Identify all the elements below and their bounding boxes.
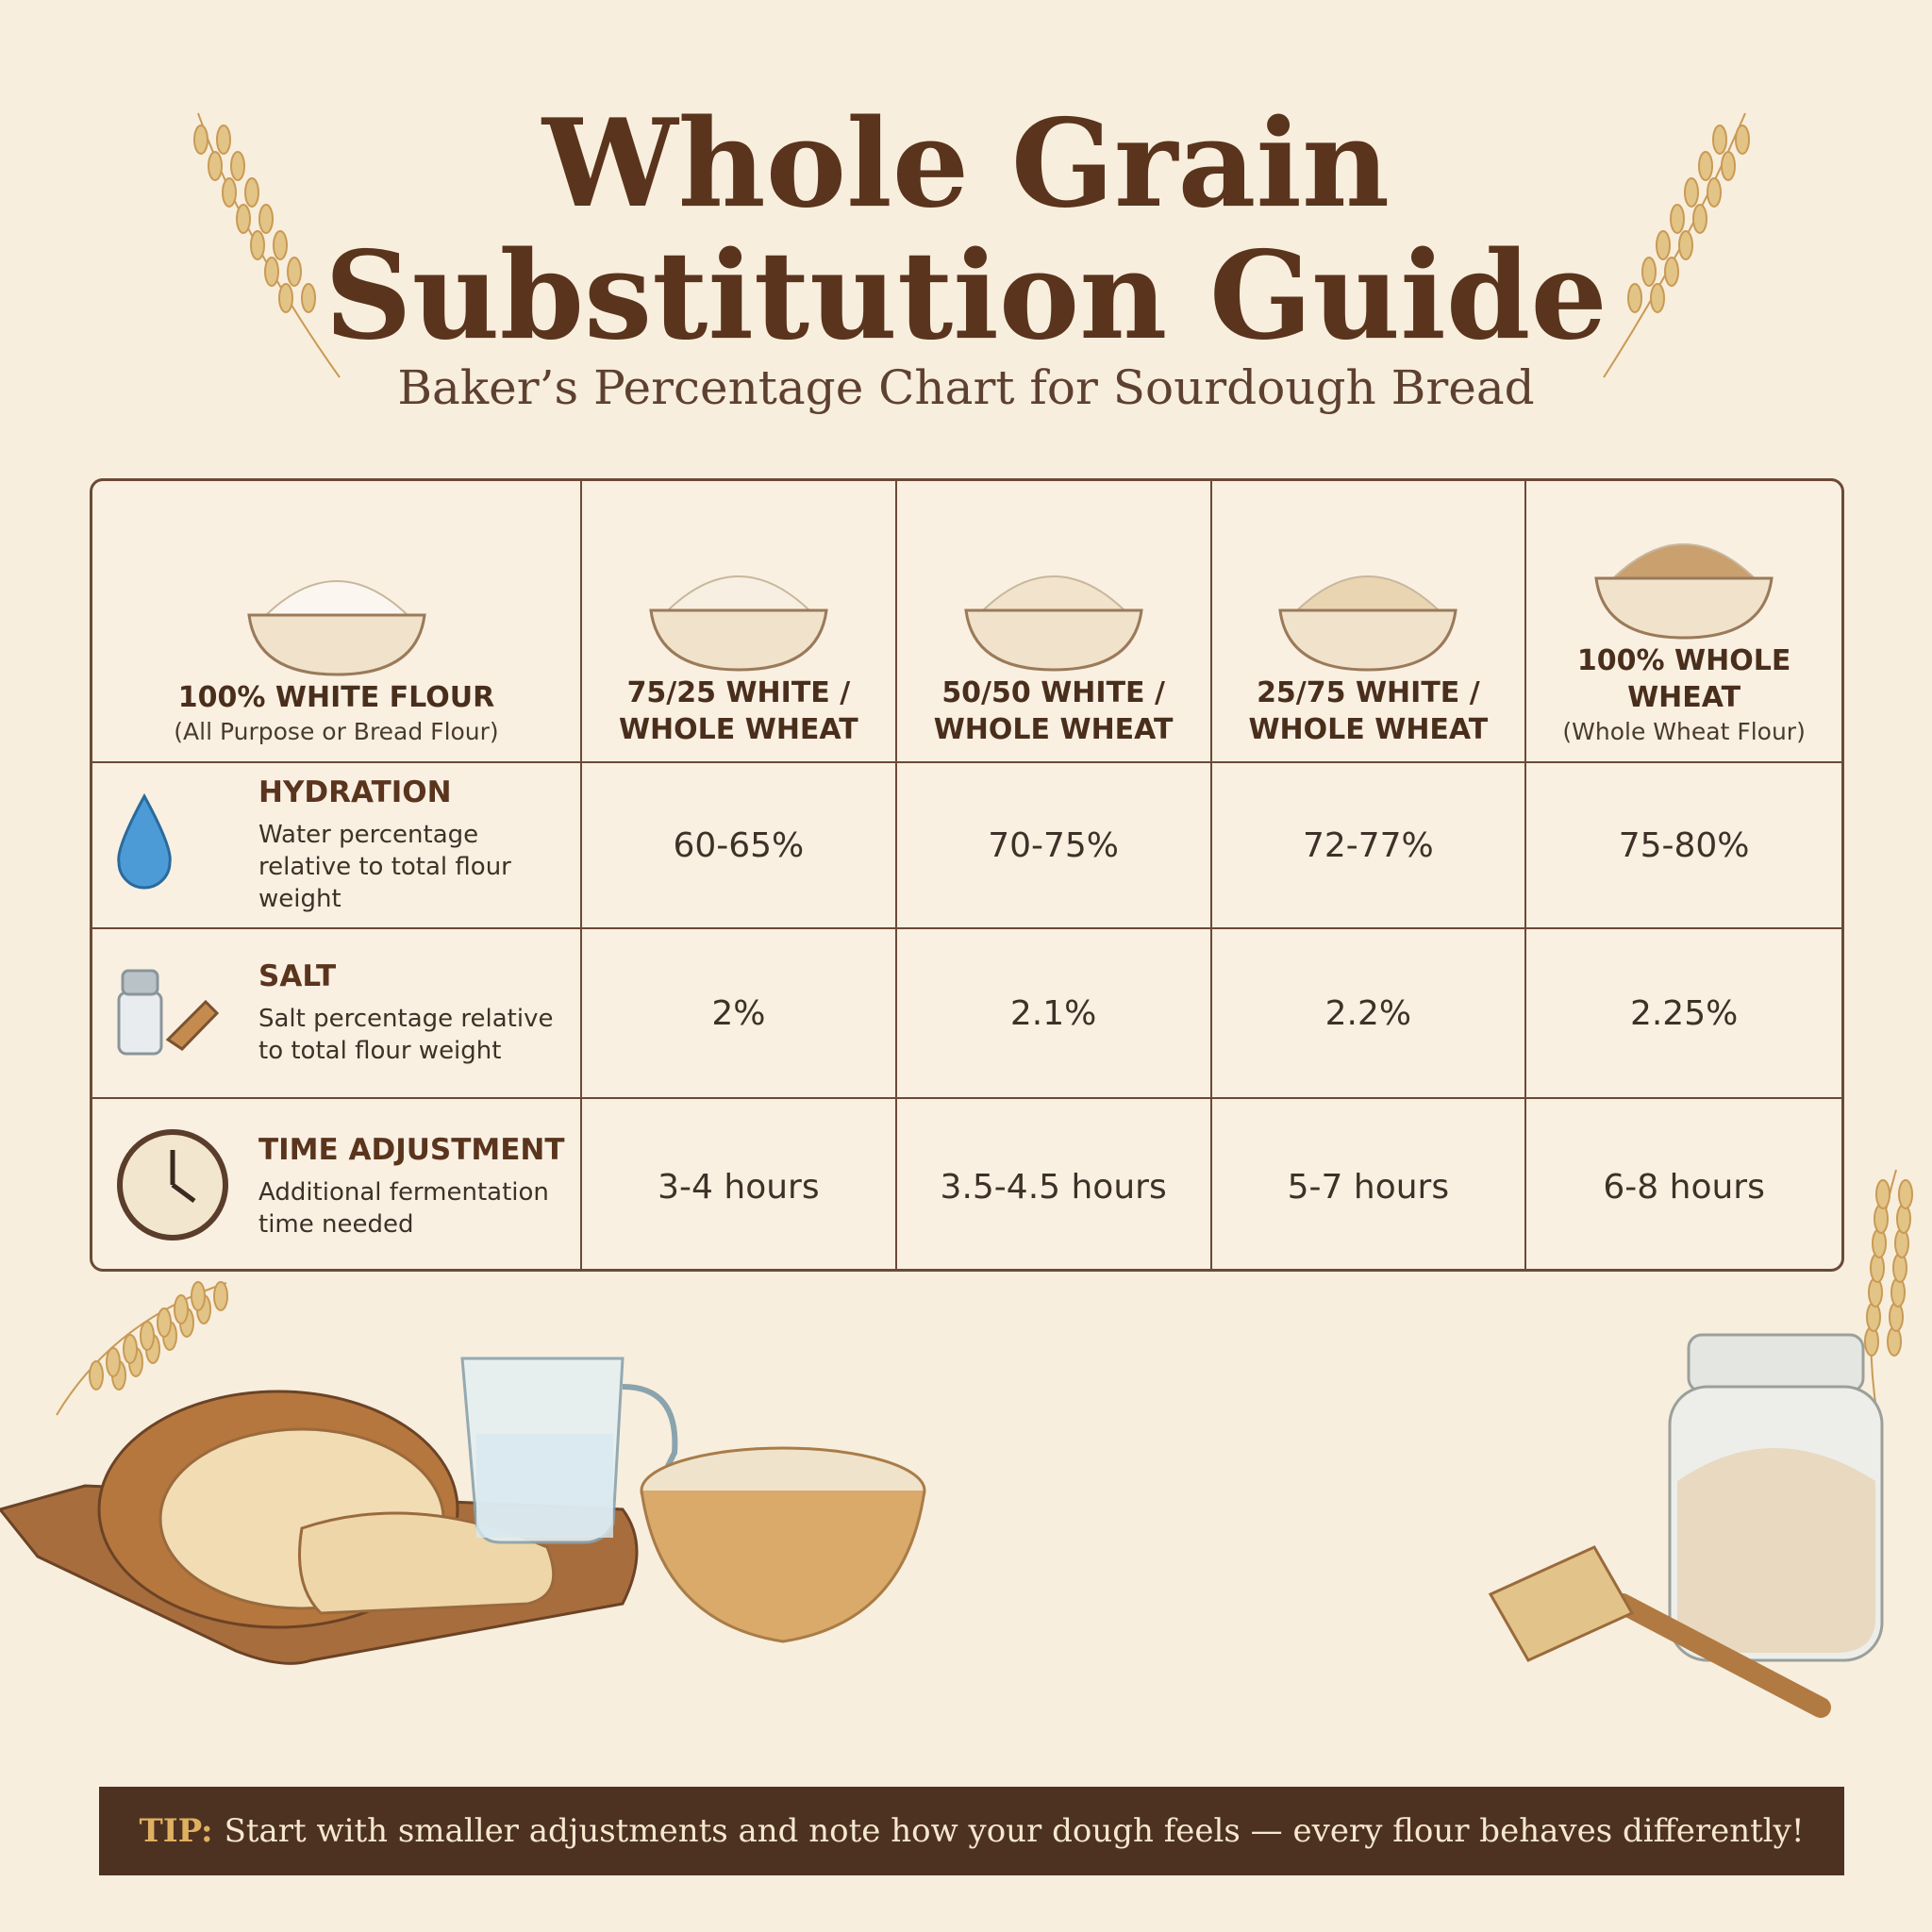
column-note: (All Purpose or Bread Flour) (174, 718, 499, 745)
table-value: 2.1% (896, 929, 1212, 1099)
row-icon (111, 1124, 234, 1250)
row-header: HYDRATION Water percentage relative to to… (92, 763, 582, 929)
wheat-kernel (1698, 151, 1713, 181)
wheat-kernel (236, 204, 251, 234)
wheat-kernel (250, 230, 265, 260)
table-value: 70-75% (896, 763, 1212, 929)
table-value: 2.25% (1526, 929, 1841, 1099)
wheat-kernel (174, 1294, 189, 1324)
table-value: 3.5-4.5 hours (897, 1099, 1212, 1269)
wheat-kernel (89, 1360, 104, 1391)
flour-bowl (1278, 575, 1458, 672)
wheat-kernel (1735, 125, 1750, 155)
title-line: Substitution Guide (325, 225, 1607, 367)
row-label: HYDRATION (258, 775, 452, 809)
wheat-kernel (1664, 257, 1679, 287)
row-icon (111, 791, 177, 899)
wheat-kernel (1627, 283, 1642, 313)
wheat-kernel (1684, 177, 1699, 208)
column-name: 100% WHOLE WHEAT (1576, 644, 1791, 714)
wheat-kernel (106, 1347, 121, 1377)
wheat-kernel (301, 283, 316, 313)
water-drop-icon (117, 792, 172, 890)
column-name: 75/25 WHITE / WHOLE WHEAT (618, 676, 858, 746)
wheat-kernel (208, 151, 223, 181)
wheat-kernel (230, 151, 245, 181)
row-description: Water percentage relative to total flour… (258, 821, 511, 913)
table-value: 5-7 hours (1212, 1099, 1527, 1269)
row-description: Salt percentage relative to total flour … (258, 1005, 554, 1065)
flour-bowl (1594, 543, 1774, 640)
row-header: SALT Salt percentage relative to total fl… (92, 929, 582, 1099)
wheat-kernel (1641, 257, 1657, 287)
wheat-kernel (1875, 1179, 1890, 1209)
tip-banner: TIP: Start with smaller adjustments and n… (99, 1787, 1844, 1875)
wheat-kernel (216, 125, 231, 155)
column-name: 25/75 WHITE / WHOLE WHEAT (1248, 676, 1489, 746)
salt-icon (117, 969, 220, 1056)
wheat-kernel (123, 1334, 138, 1364)
column-header: 75/25 WHITE / WHOLE WHEAT (582, 481, 897, 763)
brush (1488, 1545, 1831, 1718)
column-name: 50/50 WHITE / WHOLE WHEAT (933, 676, 1174, 746)
wheat-kernel (222, 177, 237, 208)
row-label: SALT (258, 959, 337, 993)
column-header: 100% WHITE FLOUR (All Purpose or Bread Fl… (92, 481, 582, 763)
wheat-kernel (287, 257, 302, 287)
wheat-kernel (157, 1307, 172, 1338)
table: 100% WHITE FLOUR (All Purpose or Bread Fl… (90, 478, 1844, 1272)
basket (640, 1446, 926, 1643)
wheat-kernel (244, 177, 259, 208)
wheat-kernel (193, 125, 208, 155)
flour-bowl (649, 575, 828, 672)
wheat-kernel (1707, 177, 1722, 208)
row-label: TIME ADJUSTMENT (258, 1133, 565, 1167)
table-value: 2.2% (1211, 929, 1527, 1099)
table-value: 75-80% (1526, 763, 1841, 929)
wheat-kernel (1712, 125, 1727, 155)
wheat-kernel (1898, 1179, 1913, 1209)
wheat-kernel (1678, 230, 1693, 260)
clock-icon (117, 1129, 228, 1241)
title-line: Whole Grain (541, 93, 1391, 235)
wheat-kernel (273, 230, 288, 260)
row-icon (111, 959, 225, 1067)
table-value: 60-65% (582, 763, 897, 929)
wheat-kernel (258, 204, 274, 234)
wheat-kernel (140, 1321, 155, 1351)
table-value: 3-4 hours (582, 1099, 897, 1269)
measuring-cup (460, 1357, 678, 1544)
row-description: Additional fermentation time needed (258, 1178, 549, 1239)
bread (97, 1390, 556, 1629)
table-value: 6-8 hours (1603, 1167, 1765, 1207)
flour-bowl (963, 575, 1143, 672)
wheat-kernel (278, 283, 293, 313)
wheat-kernel (191, 1281, 206, 1311)
column-name: 100% WHITE FLOUR (177, 681, 495, 714)
wheat-kernel (1692, 204, 1707, 234)
flour-bowl (246, 580, 426, 676)
subtitle: Baker’s Percentage Chart for Sourdough B… (397, 360, 1535, 415)
table-value: 72-77% (1211, 763, 1527, 929)
tip-text: Start with smaller adjustments and note … (224, 1812, 1805, 1850)
wheat-kernel (1670, 204, 1685, 234)
flour-jar (1668, 1333, 1884, 1662)
wheat-kernel (1650, 283, 1665, 313)
column-header: 50/50 WHITE / WHOLE WHEAT (896, 481, 1212, 763)
row-header: TIME ADJUSTMENT Additional fermentation t… (92, 1099, 582, 1269)
table-value: 2% (582, 929, 897, 1099)
column-note: (Whole Wheat Flour) (1562, 718, 1806, 745)
wheat-kernel (264, 257, 279, 287)
column-header: 25/75 WHITE / WHOLE WHEAT (1211, 481, 1527, 763)
column-header: 100% WHOLE WHEAT (Whole Wheat Flour) (1526, 481, 1841, 763)
tip-label: TIP: (139, 1812, 213, 1850)
wheat-kernel (1656, 230, 1671, 260)
wheat-kernel (1721, 151, 1736, 181)
wheat-kernel (213, 1281, 228, 1311)
